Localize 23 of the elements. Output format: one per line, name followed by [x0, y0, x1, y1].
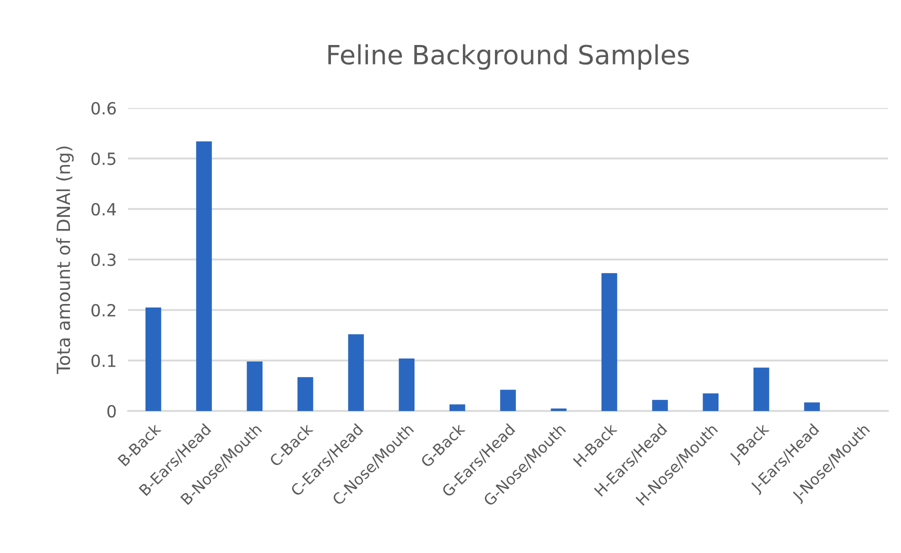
bar	[196, 141, 212, 411]
y-axis-title: Tota amount of DNAl (ng)	[56, 146, 74, 374]
y-tick-label: 0.5	[91, 152, 116, 166]
bar	[246, 362, 263, 411]
y-tick-label: 0.3	[91, 253, 116, 266]
bar	[550, 408, 567, 411]
bar	[601, 273, 618, 411]
bar	[297, 377, 314, 411]
bar	[145, 307, 162, 411]
bar	[449, 404, 466, 411]
y-tick-label: 0	[107, 404, 116, 418]
y-tick-label: 0.1	[91, 354, 116, 368]
bar	[753, 368, 770, 411]
y-tick-label: 0.4	[91, 202, 116, 216]
bar	[702, 393, 719, 411]
bar	[500, 390, 516, 411]
y-tick-label: 0.2	[91, 304, 116, 317]
bar	[348, 334, 364, 411]
bar	[804, 402, 820, 411]
chart-title: Feline Background Samples	[328, 44, 689, 70]
bar	[398, 358, 415, 411]
bar	[652, 400, 668, 411]
y-tick-label: 0.6	[91, 102, 116, 115]
